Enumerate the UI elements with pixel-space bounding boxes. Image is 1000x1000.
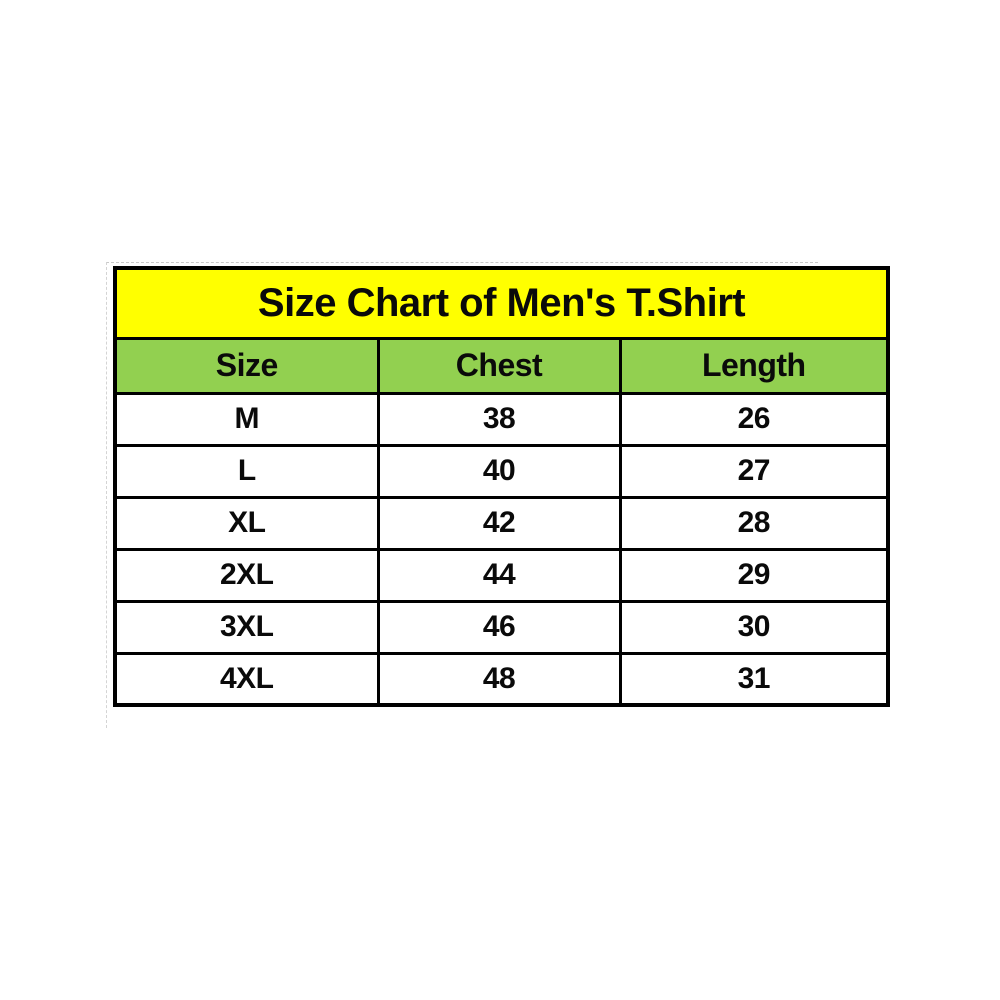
- table-row: 2XL 44 29: [113, 547, 890, 603]
- length-cell: 26: [618, 391, 890, 447]
- table-row: XL 42 28: [113, 495, 890, 551]
- length-cell: 29: [618, 547, 890, 603]
- chest-cell: 38: [376, 391, 622, 447]
- size-cell: L: [113, 443, 380, 499]
- length-cell: 28: [618, 495, 890, 551]
- size-cell: 4XL: [113, 651, 380, 707]
- column-header-chest: Chest: [376, 336, 622, 395]
- column-header-length: Length: [618, 336, 890, 395]
- table-row: M 38 26: [113, 391, 890, 447]
- column-header-size: Size: [113, 336, 380, 395]
- length-cell: 30: [618, 599, 890, 655]
- title-row: Size Chart of Men's T.Shirt: [113, 266, 890, 340]
- length-cell: 31: [618, 651, 890, 707]
- size-cell: M: [113, 391, 380, 447]
- table-row: L 40 27: [113, 443, 890, 499]
- chest-cell: 44: [376, 547, 622, 603]
- table-row: 4XL 48 31: [113, 651, 890, 707]
- size-cell: 2XL: [113, 547, 380, 603]
- header-row: Size Chest Length: [113, 336, 890, 395]
- table-title: Size Chart of Men's T.Shirt: [113, 266, 890, 340]
- size-chart-table: Size Chart of Men's T.Shirt Size Chest L…: [113, 266, 891, 707]
- chest-cell: 48: [376, 651, 622, 707]
- chest-cell: 42: [376, 495, 622, 551]
- table-row: 3XL 46 30: [113, 599, 890, 655]
- chest-cell: 40: [376, 443, 622, 499]
- length-cell: 27: [618, 443, 890, 499]
- size-cell: 3XL: [113, 599, 380, 655]
- size-cell: XL: [113, 495, 380, 551]
- chest-cell: 46: [376, 599, 622, 655]
